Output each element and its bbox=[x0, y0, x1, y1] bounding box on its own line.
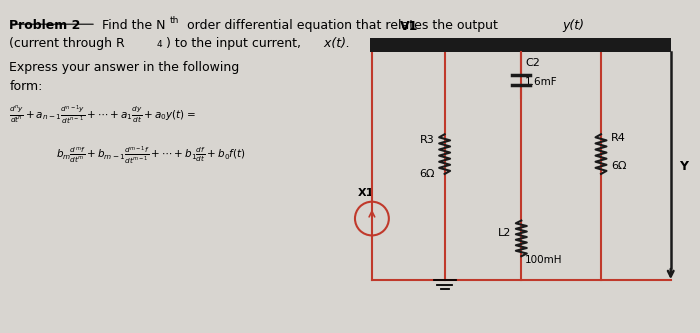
Bar bbox=[370, 38, 671, 52]
Text: C2: C2 bbox=[525, 58, 540, 68]
Text: R3: R3 bbox=[420, 135, 435, 145]
Text: (current through R: (current through R bbox=[9, 37, 125, 50]
Text: y(t): y(t) bbox=[562, 19, 584, 32]
Text: $b_m\frac{d^m f}{dt^m} + b_{m-1}\frac{d^{m-1}f}{dt^{m-1}} + \cdots + b_1\frac{df: $b_m\frac{d^m f}{dt^m} + b_{m-1}\frac{d^… bbox=[56, 145, 246, 166]
Text: $\frac{d^n y}{dt^n} + a_{n-1}\frac{d^{n-1}y}{dt^{n-1}} + \cdots + a_1\frac{dy}{d: $\frac{d^n y}{dt^n} + a_{n-1}\frac{d^{n-… bbox=[9, 104, 196, 126]
Text: ) to the input current,: ) to the input current, bbox=[166, 37, 301, 50]
Text: 6Ω: 6Ω bbox=[611, 161, 626, 171]
Text: 100mH: 100mH bbox=[525, 255, 563, 265]
Text: L2: L2 bbox=[498, 228, 512, 238]
Text: 4: 4 bbox=[156, 40, 162, 49]
Text: 1.6mF: 1.6mF bbox=[525, 77, 558, 87]
Text: 6Ω: 6Ω bbox=[419, 169, 435, 179]
Text: R4: R4 bbox=[611, 133, 626, 143]
Text: Express your answer in the following: Express your answer in the following bbox=[9, 61, 239, 74]
Text: Y: Y bbox=[679, 160, 687, 172]
Text: Problem 2: Problem 2 bbox=[9, 19, 80, 32]
Text: th: th bbox=[169, 16, 179, 25]
Text: Find the N: Find the N bbox=[98, 19, 165, 32]
Text: x(t).: x(t). bbox=[320, 37, 350, 50]
Text: form:: form: bbox=[9, 80, 43, 93]
Text: V1: V1 bbox=[400, 20, 418, 33]
Text: X1: X1 bbox=[358, 188, 374, 198]
Text: order differential equation that relates the output: order differential equation that relates… bbox=[183, 19, 501, 32]
